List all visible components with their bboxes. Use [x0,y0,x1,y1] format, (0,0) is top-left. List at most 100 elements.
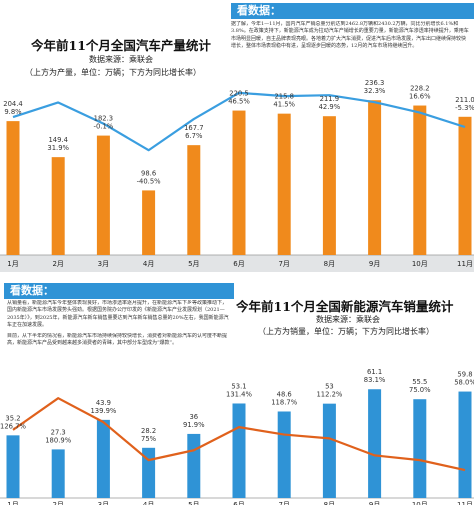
month-axis-strip [0,498,474,505]
month-label: 7月 [278,260,289,268]
month-label: 8月 [324,501,335,505]
rate-label: 180.9% [45,436,71,444]
rate-label: 83.1% [364,376,386,384]
value-label: 236.3 [365,79,384,87]
month-label: 3月 [98,260,109,268]
value-label: 98.6 [141,169,156,177]
rate-label: 42.9% [319,103,341,111]
value-label: 27.3 [51,428,66,436]
month-label: 6月 [233,260,244,268]
value-label: 59.8 [457,371,472,379]
bottom-chart-subtitle: （上方为销量，单位：万辆；下方为同比增长率） [258,327,434,336]
month-label: 11月 [457,501,473,505]
value-label: 61.1 [367,368,382,376]
growth-rate-line [12,397,466,472]
rate-label: 32.3% [364,87,386,95]
data-bar [96,135,110,255]
bottom-chart-source: 数据来源：乘联会 [316,315,380,324]
month-label: 2月 [52,501,63,505]
value-label: 43.9 [96,399,111,407]
rate-label: 58.0% [454,379,474,387]
growth-rate-line [12,91,466,152]
data-bar [187,433,201,498]
data-bar [96,419,110,498]
bottom-data-tag: 看数据： [4,283,234,299]
value-label: 182.3 [94,115,113,123]
bottom-commentary-1: 从销量看，新能源汽车今年整体表现良好，市场渗透率逐月提升，在新能源汽车下乡等政策… [7,300,229,329]
data-bar [322,403,336,498]
month-label: 5月 [188,501,199,505]
value-label: 149.4 [48,136,67,144]
data-bar [458,116,472,255]
month-label: 6月 [233,501,244,505]
data-bar [277,113,291,255]
rate-label: 139.9% [90,407,116,415]
value-label: 48.6 [277,390,292,398]
month-label: 9月 [369,501,380,505]
rate-label: 16.6% [409,93,431,101]
rate-label: -40.5% [137,177,162,185]
value-label: 220.5 [229,90,248,98]
top-chart-title: 今年前11个月全国汽车产量统计 [31,38,211,53]
data-bar [232,403,246,498]
month-label: 1月 [7,501,18,505]
data-bar [368,389,382,498]
top-chart-source: 数据来源：乘联会 [89,55,153,64]
month-label: 5月 [188,260,199,268]
data-bar [458,391,472,498]
month-label: 11月 [457,260,473,268]
rate-label: 46.5% [228,98,250,106]
month-label: 4月 [143,260,154,268]
rate-label: 118.7% [271,398,297,406]
rate-label: 31.9% [47,144,69,152]
rate-label: 131.4% [226,390,252,398]
data-bar [6,121,20,255]
value-label: 36 [189,413,198,421]
month-label: 7月 [278,501,289,505]
value-label: 55.5 [412,378,427,386]
data-bar [413,105,427,256]
rate-label: 41.5% [273,101,295,109]
car-production-chart: 1月 2月 3月 4月 5月 6月 7月 8月 9月 10月 11月 204.49.8% 149.431… [0,79,474,272]
rate-label: 75.0% [409,386,431,394]
rate-label: 9.8% [4,108,22,116]
rate-label: 75% [141,435,157,443]
value-label: 35.2 [5,414,20,422]
top-chart-subtitle: （上方为产量，单位：万辆；下方为同比增长率） [25,68,201,77]
month-label: 10月 [412,260,428,268]
data-bar [51,157,65,255]
data-bar [368,100,382,255]
data-bar [187,145,201,255]
value-label: 204.4 [3,100,22,108]
rate-label: 91.9% [183,421,205,429]
rate-label: 126.7% [0,422,26,430]
data-bar [322,116,336,255]
data-bar [413,399,427,498]
rate-label: -5.3% [455,104,474,112]
value-label: 215.8 [274,93,293,101]
value-label: 167.7 [184,124,203,132]
value-label: 53.1 [231,382,246,390]
top-data-tag: 看数据： [231,3,474,19]
rate-label: 6.7% [185,132,203,140]
bottom-chart-title: 今年前11个月全国新能源汽车销量统计 [236,299,454,314]
value-label: 211.0 [455,96,474,104]
value-label: 28.2 [141,427,156,435]
month-label: 10月 [412,501,428,505]
bottom-commentary-2: 目前，从下半年的情况看，新能源汽车市场持续保持较快增长，消费者对新能源汽车的认可… [7,333,228,347]
month-label: 8月 [324,260,335,268]
month-label: 2月 [52,260,63,268]
data-bar [232,110,246,255]
value-label: 53 [325,383,334,391]
month-label: 3月 [98,501,109,505]
month-axis-strip [0,255,474,272]
data-bar [277,411,291,498]
value-label: 228.2 [410,85,429,93]
rate-label: 112.2% [316,391,342,399]
month-label: 9月 [369,260,380,268]
data-bar [142,190,156,255]
data-bar [6,435,20,498]
data-bar [51,449,65,498]
